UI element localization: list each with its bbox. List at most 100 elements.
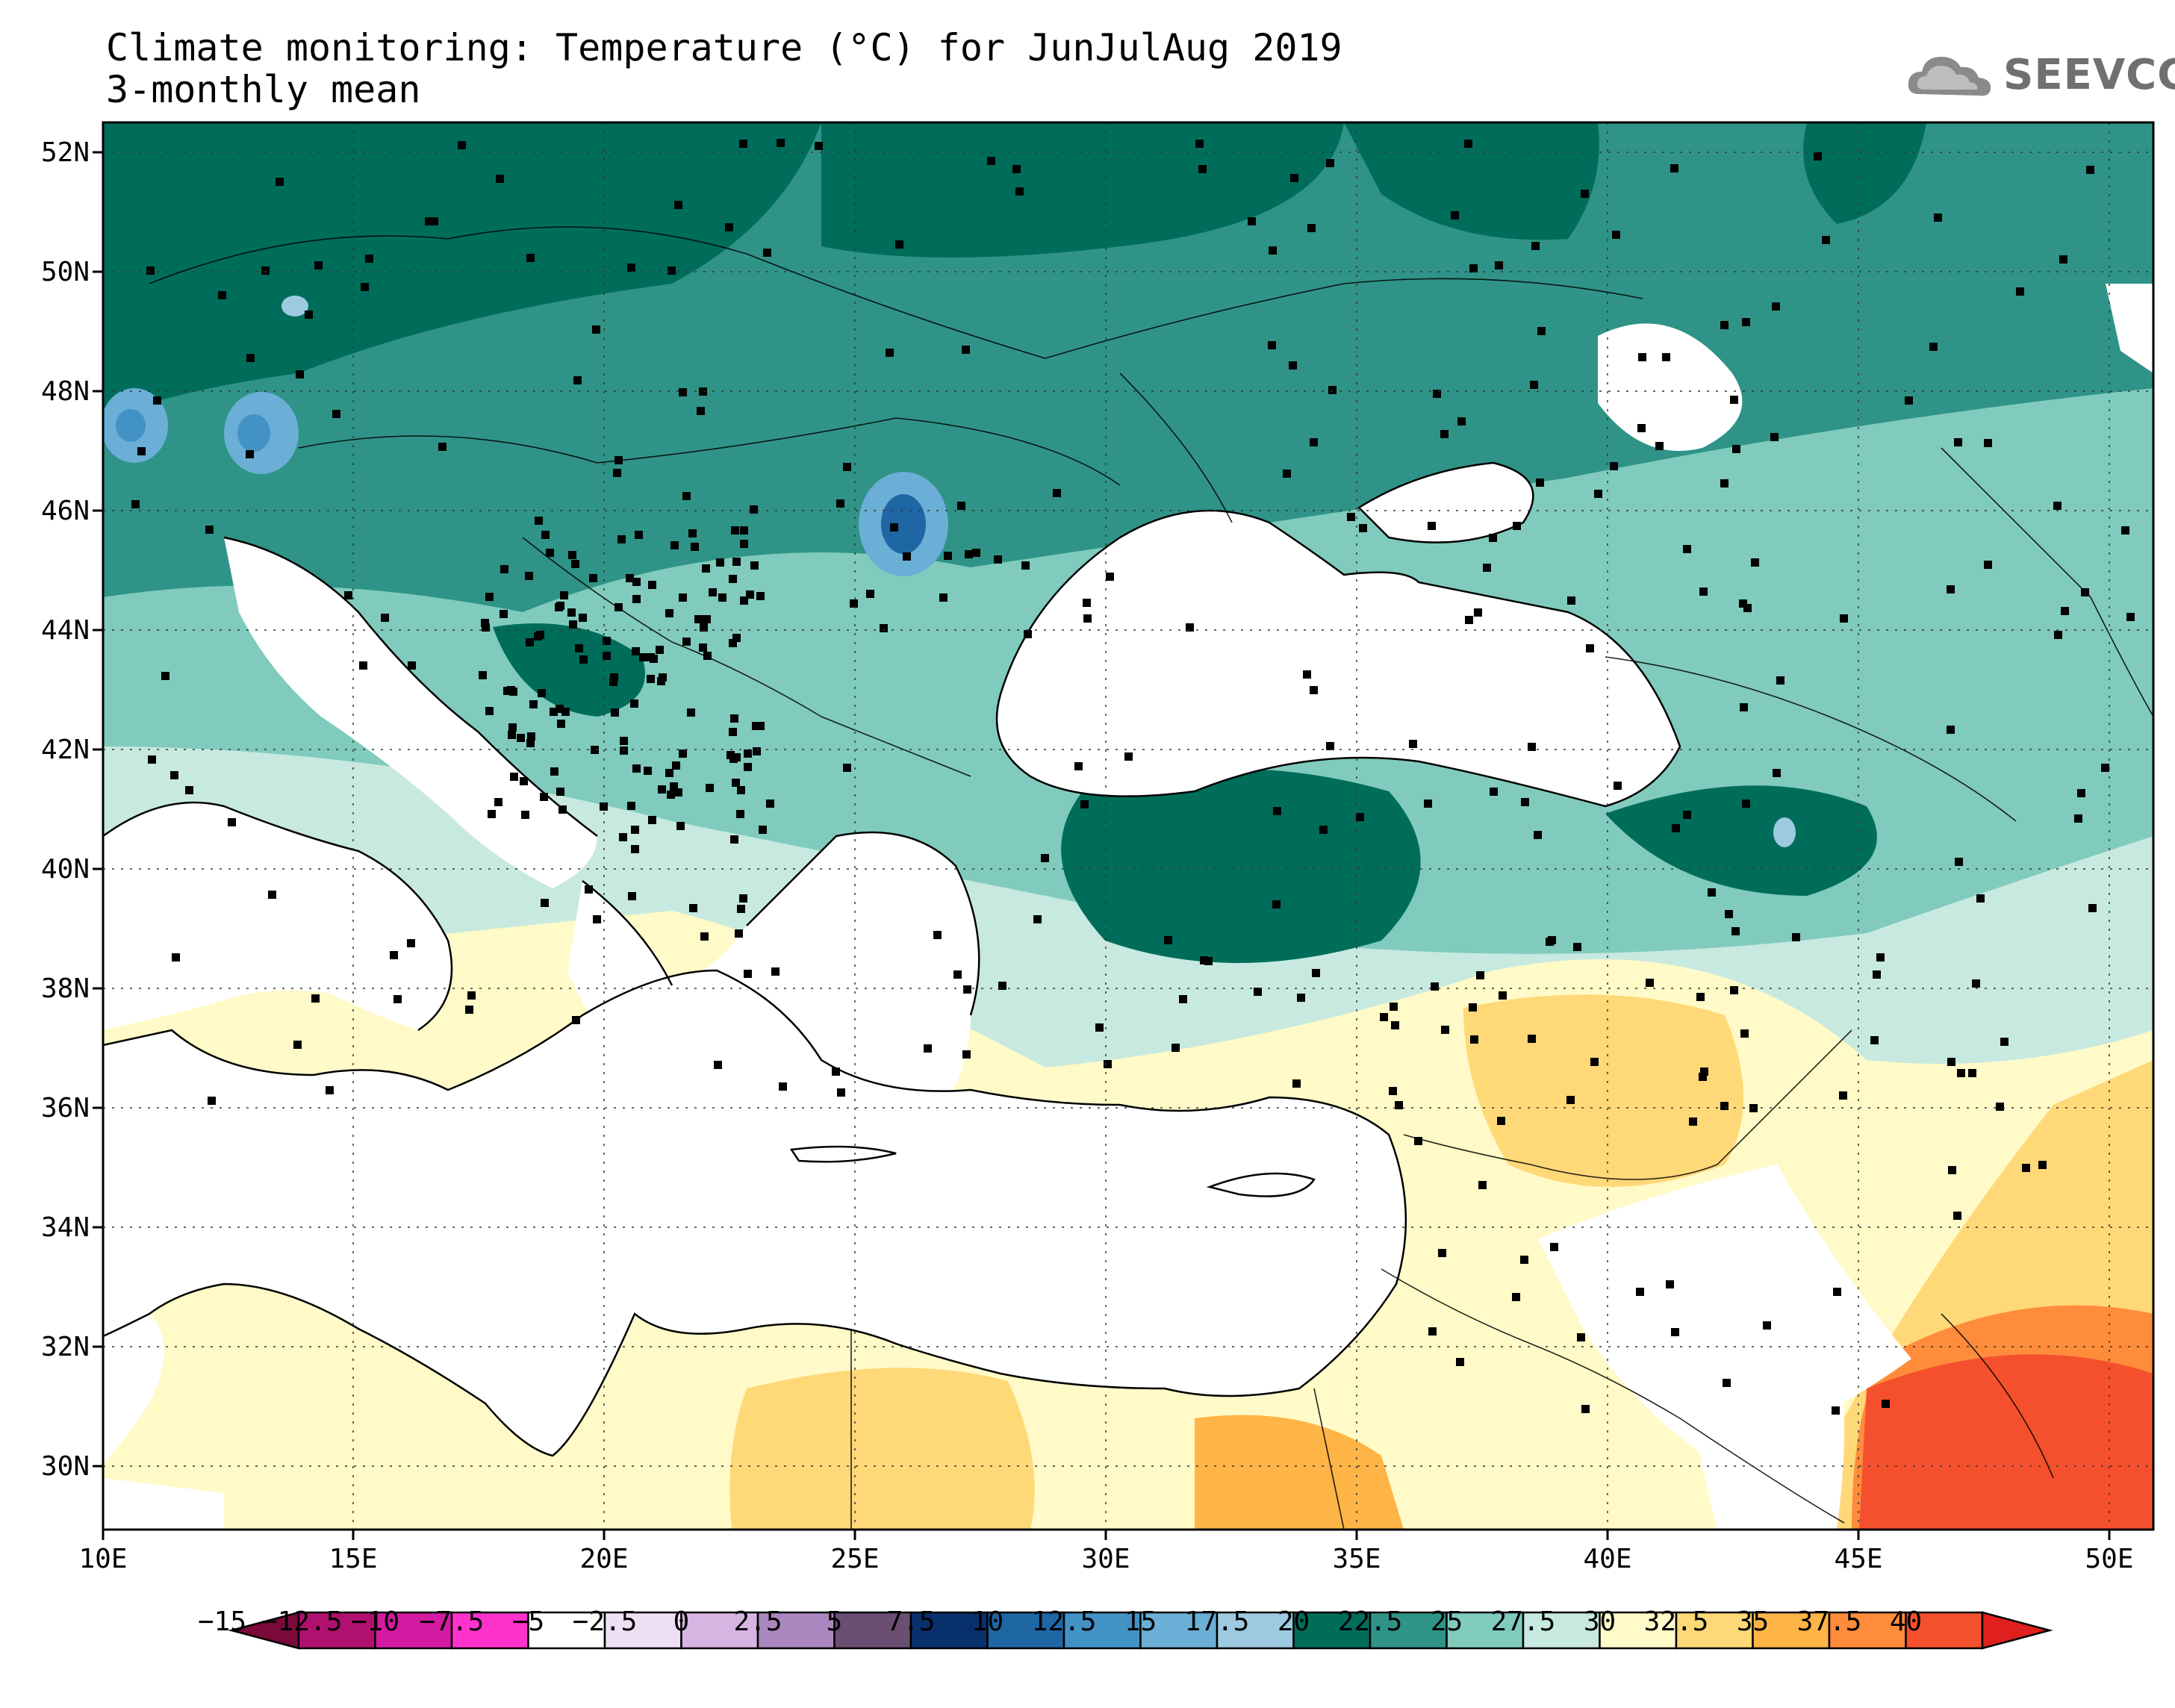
station-marker [639,653,647,661]
station-marker [541,899,549,907]
station-marker [526,638,534,646]
station-marker [1905,396,1913,405]
station-marker [702,564,710,573]
tyrrhenian-sea [103,802,452,1030]
station-marker [737,905,745,913]
station-marker [832,1068,840,1076]
colorbar-label: 27.5 [1490,1606,1556,1637]
station-marker [924,1044,932,1053]
station-marker [1590,1058,1599,1066]
station-marker [1171,1044,1180,1052]
lat-label: 46N [40,496,90,526]
station-marker [771,967,780,976]
station-marker [726,751,735,759]
station-marker [880,624,888,632]
station-marker [1380,1013,1388,1021]
station-marker [665,769,673,777]
colorbar-label: 40 [1889,1606,1923,1637]
station-marker [962,1050,971,1059]
station-marker [526,739,535,747]
station-marker [546,549,554,557]
colorbar-swatch [1752,1611,1831,1650]
title-line-2: 3-monthly mean [106,68,421,111]
station-marker [507,686,515,694]
map-frame [102,121,2155,1531]
station-marker [365,255,373,263]
lat-label: 52N [40,137,90,168]
station-marker [716,558,724,567]
station-marker [500,610,508,618]
station-marker [520,777,528,785]
station-marker [525,572,533,580]
station-marker [393,995,402,1003]
colorbar-swatch [1675,1611,1754,1650]
station-marker [1292,1079,1301,1088]
station-marker [458,141,466,149]
station-marker [1537,327,1546,335]
station-marker [1534,831,1542,839]
station-marker [228,818,236,826]
station-marker [1683,545,1691,553]
colorbar-label: 7.5 [886,1606,936,1637]
black-sea [997,511,1680,806]
colorbar-swatch [1522,1611,1601,1650]
station-marker [1833,1288,1841,1296]
station-marker [408,661,416,670]
lat-label: 32N [40,1332,90,1362]
station-marker [572,1016,580,1024]
station-marker [1391,1021,1399,1029]
station-marker [676,822,685,830]
station-marker [1347,513,1355,521]
station-marker [1720,321,1729,329]
station-marker [965,550,973,558]
station-marker [659,673,667,682]
lat-label: 48N [40,376,90,407]
station-marker [998,982,1006,990]
station-marker [1195,140,1204,148]
lon-label: 20E [579,1544,629,1574]
station-marker [1832,1406,1840,1415]
station-marker [1106,573,1114,581]
station-marker [714,1061,722,1069]
station-marker [361,283,369,291]
station-marker [2022,1164,2030,1172]
station-marker [1723,1379,1731,1387]
station-marker [573,376,582,384]
station-marker [579,655,588,664]
station-marker [1814,152,1822,160]
lat-label: 36N [40,1093,90,1123]
station-marker [1730,396,1738,404]
station-marker [1499,991,1507,1000]
station-marker [953,970,962,979]
station-marker [750,561,759,570]
station-marker [1390,1003,1398,1011]
station-marker [1528,1035,1536,1043]
station-marker [1531,242,1540,250]
station-marker [2059,255,2067,264]
station-marker [1198,165,1207,173]
station-marker [2086,166,2094,174]
station-marker [1751,558,1759,567]
station-marker [575,644,583,652]
station-marker [305,311,313,319]
colorbar-swatch [374,1611,453,1650]
station-marker [1725,910,1733,918]
station-marker [750,505,758,514]
station-marker [1739,599,1747,608]
station-marker [1074,762,1083,770]
station-marker [1024,630,1032,638]
station-marker [740,596,748,605]
station-marker [1577,1333,1585,1341]
station-marker [1312,969,1320,977]
logo-text: SEEVCCC [2003,51,2175,99]
station-marker [485,707,494,715]
lon-label: 50E [2085,1544,2134,1574]
station-marker [648,581,656,589]
station-marker [1953,1212,1961,1220]
station-marker [246,450,254,458]
station-marker [1822,236,1830,244]
station-marker [972,549,980,557]
station-marker [1773,769,1781,777]
station-marker [1732,445,1740,453]
